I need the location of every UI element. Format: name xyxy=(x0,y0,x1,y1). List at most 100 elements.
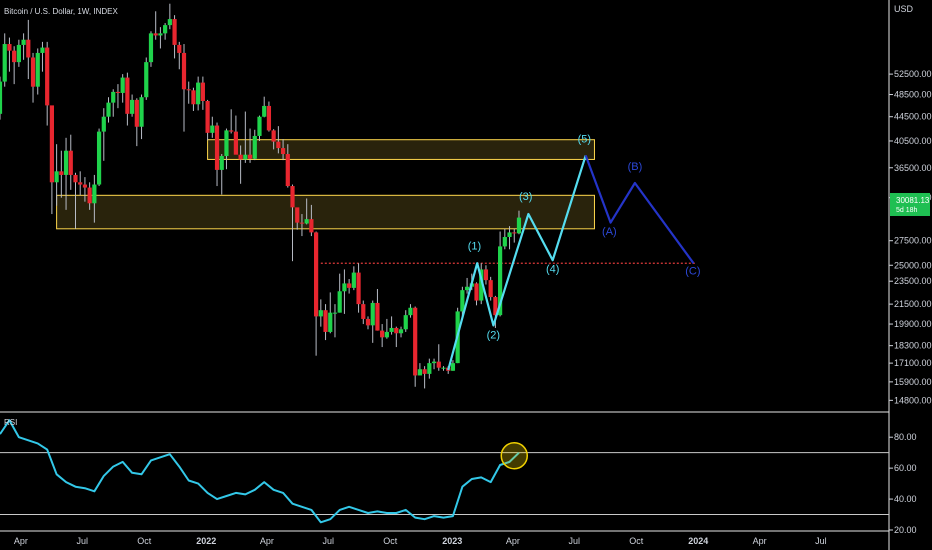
candle-body[interactable] xyxy=(191,90,196,105)
candle-body[interactable] xyxy=(488,280,493,298)
candle-body[interactable] xyxy=(238,154,243,160)
candle-body[interactable] xyxy=(139,97,144,127)
candle-body[interactable] xyxy=(49,105,54,183)
candle-body[interactable] xyxy=(502,236,507,247)
candle-body[interactable] xyxy=(205,100,210,133)
candle-body[interactable] xyxy=(295,207,300,223)
candle-body[interactable] xyxy=(35,52,40,87)
candle-body[interactable] xyxy=(347,283,352,288)
candle-body[interactable] xyxy=(413,307,418,376)
candle-body[interactable] xyxy=(323,310,328,332)
candle-body[interactable] xyxy=(40,47,45,53)
candle-body[interactable] xyxy=(172,19,177,45)
candle-body[interactable] xyxy=(233,131,238,155)
candle-body[interactable] xyxy=(299,222,305,224)
candle-body[interactable] xyxy=(252,135,257,159)
candle-body[interactable] xyxy=(144,62,149,98)
candle-body[interactable] xyxy=(0,81,3,114)
candle-body[interactable] xyxy=(356,272,361,305)
candle-body[interactable] xyxy=(266,105,272,131)
candle-body[interactable] xyxy=(427,363,432,374)
candle-body[interactable] xyxy=(271,130,276,142)
candle-body[interactable] xyxy=(332,312,338,314)
candle-body[interactable] xyxy=(276,141,281,149)
candle-body[interactable] xyxy=(365,318,371,326)
candle-body[interactable] xyxy=(337,291,342,313)
candle-body[interactable] xyxy=(493,297,498,316)
candle-body[interactable] xyxy=(130,99,135,114)
candle-body[interactable] xyxy=(290,186,295,208)
candle-body[interactable] xyxy=(7,44,12,51)
candle-body[interactable] xyxy=(431,361,437,364)
candle-body[interactable] xyxy=(516,217,522,234)
candle-body[interactable] xyxy=(314,232,319,317)
candle-body[interactable] xyxy=(280,148,286,155)
candle-body[interactable] xyxy=(450,363,456,371)
candle-body[interactable] xyxy=(134,99,139,127)
candle-body[interactable] xyxy=(63,150,69,175)
candle-body[interactable] xyxy=(422,369,427,374)
candle-body[interactable] xyxy=(96,131,102,185)
candle-body[interactable] xyxy=(351,272,356,288)
candle-body[interactable] xyxy=(460,290,465,312)
candle-body[interactable] xyxy=(16,44,21,63)
candle-body[interactable] xyxy=(54,171,59,183)
candle-body[interactable] xyxy=(309,219,314,233)
candle-body[interactable] xyxy=(417,369,422,376)
candle-body[interactable] xyxy=(101,116,106,132)
candle-body[interactable] xyxy=(375,302,380,331)
candle-body[interactable] xyxy=(474,283,479,301)
candle-body[interactable] xyxy=(177,44,182,53)
candle-body[interactable] xyxy=(12,50,17,63)
candle-body[interactable] xyxy=(262,105,267,117)
candle-body[interactable] xyxy=(210,125,215,133)
candle-body[interactable] xyxy=(158,33,163,36)
candle-body[interactable] xyxy=(436,361,441,368)
candle-body[interactable] xyxy=(59,171,64,175)
candle-body[interactable] xyxy=(87,187,92,204)
candle-body[interactable] xyxy=(200,82,205,101)
candle-body[interactable] xyxy=(394,327,399,334)
candle-body[interactable] xyxy=(257,116,262,136)
candle-body[interactable] xyxy=(153,33,158,36)
candle-body[interactable] xyxy=(73,174,78,183)
candle-body[interactable] xyxy=(361,304,366,319)
candle-body[interactable] xyxy=(78,182,83,185)
candle-body[interactable] xyxy=(483,269,489,281)
candle-body[interactable] xyxy=(247,154,253,159)
candle-body[interactable] xyxy=(219,156,224,170)
candle-body[interactable] xyxy=(441,367,446,369)
candle-body[interactable] xyxy=(403,315,408,330)
candle-body[interactable] xyxy=(507,232,512,237)
candle-body[interactable] xyxy=(389,327,394,332)
candle-body[interactable] xyxy=(68,150,73,175)
candle-body[interactable] xyxy=(120,77,125,93)
candle-body[interactable] xyxy=(115,91,121,93)
candle-body[interactable] xyxy=(512,232,517,234)
candle-body[interactable] xyxy=(224,130,229,157)
candle-body[interactable] xyxy=(106,102,111,117)
candle-body[interactable] xyxy=(229,130,234,132)
candle-body[interactable] xyxy=(125,77,130,114)
candle-body[interactable] xyxy=(498,246,503,316)
candle-body[interactable] xyxy=(21,39,26,45)
candle-body[interactable] xyxy=(370,302,375,326)
candle-body[interactable] xyxy=(285,154,290,187)
candle-body[interactable] xyxy=(45,47,50,106)
candle-body[interactable] xyxy=(2,44,7,82)
candle-body[interactable] xyxy=(318,310,323,317)
candle-body[interactable] xyxy=(181,52,187,90)
candle-body[interactable] xyxy=(304,219,309,224)
candle-body[interactable] xyxy=(92,184,97,204)
candle-body[interactable] xyxy=(479,269,484,301)
candle-body[interactable] xyxy=(148,33,154,63)
candle-body[interactable] xyxy=(342,283,347,292)
candle-body[interactable] xyxy=(243,154,248,160)
candle-body[interactable] xyxy=(380,330,385,338)
candle-body[interactable] xyxy=(328,312,333,332)
candle-body[interactable] xyxy=(384,331,389,338)
candle-body[interactable] xyxy=(408,307,413,316)
candle-body[interactable] xyxy=(186,89,191,91)
candle-body[interactable] xyxy=(111,91,116,103)
